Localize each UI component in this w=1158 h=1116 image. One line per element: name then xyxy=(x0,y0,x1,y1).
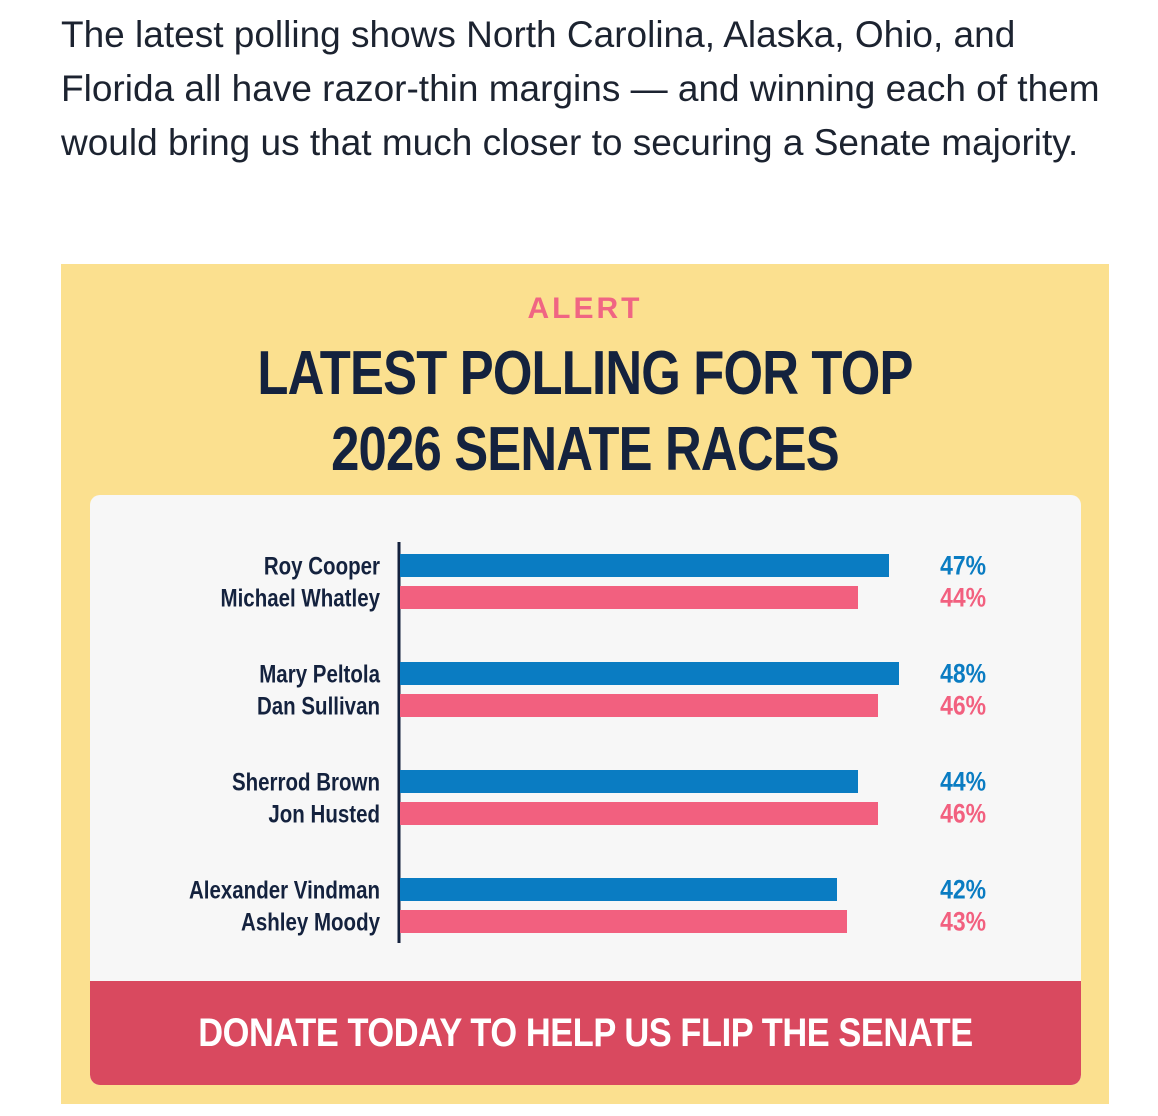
candidate-label: Roy Cooper xyxy=(264,552,380,580)
value-label: 44% xyxy=(940,767,986,797)
bar-democrat xyxy=(400,770,858,793)
value-label: 43% xyxy=(940,907,986,937)
value-label: 46% xyxy=(940,691,986,721)
value-label: 48% xyxy=(940,659,986,689)
graphic-headline: LATEST POLLING FOR TOP 2026 SENATE RACES xyxy=(61,336,1109,488)
value-label: 47% xyxy=(940,551,986,581)
candidate-label: Alexander Vindman xyxy=(189,876,380,904)
polling-graphic: ALERT LATEST POLLING FOR TOP 2026 SENATE… xyxy=(61,264,1109,1104)
candidate-label: Mary Peltola xyxy=(259,660,380,688)
bar-republican xyxy=(400,586,858,609)
bar-republican xyxy=(400,802,878,825)
candidate-label: Dan Sullivan xyxy=(257,692,380,720)
headline-line-1: LATEST POLLING FOR TOP xyxy=(257,339,913,408)
bar-democrat xyxy=(400,554,889,577)
bar-democrat xyxy=(400,662,899,685)
candidate-label: Michael Whatley xyxy=(221,584,381,612)
candidate-label: Ashley Moody xyxy=(241,908,380,936)
value-label: 44% xyxy=(940,583,986,613)
alert-eyebrow: ALERT xyxy=(527,292,643,325)
polling-bar-chart: Roy Cooper 47% Michael Whatley 44% Mary Pelt… xyxy=(189,542,986,943)
donate-button-label: DONATE TODAY TO HELP US FLIP THE SENATE xyxy=(198,1011,973,1055)
candidate-label: Sherrod Brown xyxy=(232,768,380,796)
value-label: 46% xyxy=(940,799,986,829)
chart-card: Roy Cooper 47% Michael Whatley 44% Mary Pelt… xyxy=(90,495,1081,1085)
bar-democrat xyxy=(400,878,837,901)
value-label: 42% xyxy=(940,875,986,905)
bar-republican xyxy=(400,910,847,933)
donate-button[interactable]: DONATE TODAY TO HELP US FLIP THE SENATE xyxy=(90,981,1081,1085)
bar-republican xyxy=(400,694,878,717)
candidate-label: Jon Husted xyxy=(268,800,380,828)
intro-paragraph: The latest polling shows North Carolina,… xyxy=(61,14,1100,163)
headline-line-2: 2026 SENATE RACES xyxy=(331,415,840,484)
